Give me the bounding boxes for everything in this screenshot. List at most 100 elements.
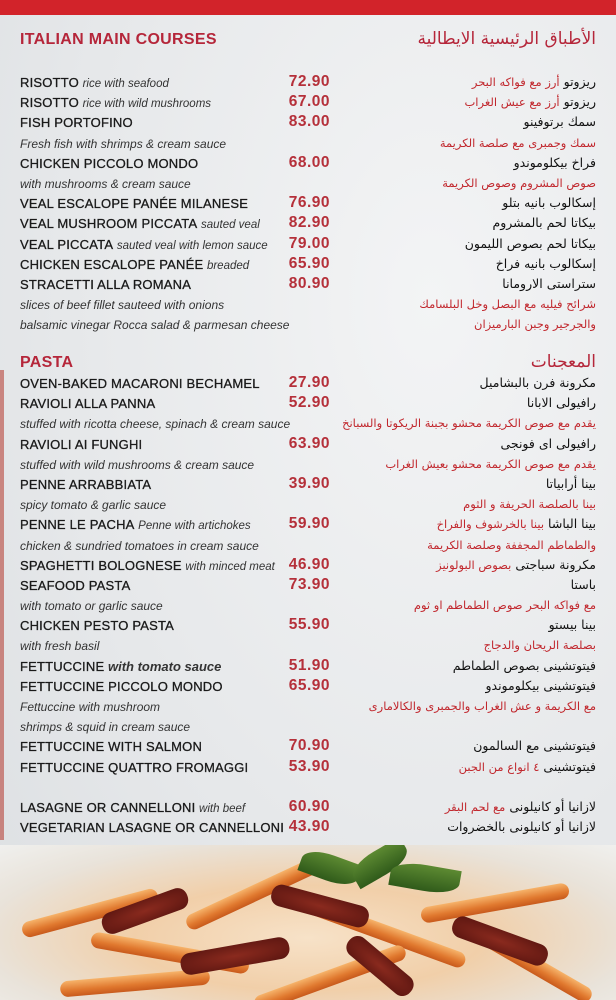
item-description-ar: سمك وجمبرى مع صلصة الكريمة: [439, 135, 596, 150]
menu-item: SPAGHETTI BOLOGNESE with minced meat 46.9…: [0, 556, 616, 576]
pasta-list: OVEN-BAKED MACARONI BECHAMEL 27.90 مكرونة…: [0, 374, 616, 838]
item-english: RISOTTO rice with seafood: [20, 75, 169, 90]
item-name-ar: ريزوتو: [563, 94, 596, 110]
item-description-ar: والجرجير وجبن البارميزان: [474, 317, 596, 332]
item-name-ar: مكرونة فرن بالبشاميل: [479, 375, 596, 390]
menu-item-description: with mushrooms & cream sauce صوص المشروم …: [0, 174, 616, 194]
item-arabic: مكرونة فرن بالبشاميل: [480, 375, 596, 390]
item-english: RISOTTO rice with wild mushrooms: [20, 95, 211, 110]
item-english: CHICKEN PICCOLO MONDO: [20, 156, 198, 171]
item-name: CHICKEN PICCOLO MONDO: [20, 155, 199, 171]
item-name-ar: فيتوتشينى: [543, 758, 596, 774]
item-arabic: فيتوتشينى مع السالمون: [473, 738, 596, 753]
item-english: FETTUCCINE with tomato sauce: [20, 658, 222, 673]
item-description: rice with wild mushrooms: [82, 98, 212, 111]
item-arabic: إسكالوب بانيه بتلو: [502, 195, 596, 210]
item-name: OVEN-BAKED MACARONI BECHAMEL: [20, 376, 260, 391]
menu-item: LASAGNE OR CANNELLONI with beef 60.90 لازا…: [0, 798, 616, 818]
item-english: FETTUCCINE QUATTRO FROMAGGI: [20, 759, 248, 774]
item-price: 53.90: [288, 757, 330, 775]
item-name: LASAGNE OR CANNELLONI: [20, 799, 196, 815]
item-arabic: يقدم مع صوص الكريمة محشو بجبنة الريكوتا …: [342, 415, 596, 430]
main-courses-list: RISOTTO rice with seafood 72.90 ريزوتو أرز…: [0, 73, 616, 335]
item-arabic: سمك برتوفينو: [524, 114, 597, 129]
item-name: VEAL ESCALOPE PANÉE MILANESE: [20, 196, 249, 212]
item-price: 67.00: [288, 93, 330, 111]
item-english: FETTUCCINE PICCOLO MONDO: [20, 679, 223, 694]
item-english: with fresh basil: [20, 638, 99, 653]
item-price: 46.90: [288, 555, 330, 573]
item-english: chicken & sundried tomatoes in cream sau…: [20, 538, 259, 553]
menu-item: STRACETTI ALLA ROMANA 80.90 ستراستى الارو…: [0, 275, 616, 295]
item-price: 68.00: [288, 153, 330, 171]
menu-item-description: stuffed with wild mushrooms & cream sauc…: [0, 455, 616, 475]
item-description: with fresh basil: [20, 639, 100, 654]
pasta-photo: [0, 845, 616, 1000]
item-description-ar: مع لحم البقر: [444, 799, 506, 814]
item-english: CHICKEN ESCALOPE PANÉE breaded: [20, 257, 249, 272]
item-arabic: رافيولى الابانا: [527, 395, 596, 410]
menu-item: RISOTTO rice with seafood 72.90 ريزوتو أرز…: [0, 73, 616, 93]
item-price: 72.90: [288, 73, 330, 90]
item-arabic: لازانيا أو كانيلونى بالخضروات: [447, 819, 596, 834]
section-title-pasta-ar: المعجنات: [530, 352, 596, 372]
item-arabic: رافيولى اى فونجى: [500, 436, 596, 451]
top-red-band: [0, 0, 616, 15]
menu-item: SEAFOOD PASTA 73.90 باستا: [0, 576, 616, 596]
menu-item: CHICKEN PESTO PASTA 55.90 بينا بيستو: [0, 616, 616, 636]
menu-item: VEAL PICCATA sauted veal with lemon sauc…: [0, 235, 616, 255]
menu-item: RISOTTO rice with wild mushrooms 67.00 ريز…: [0, 93, 616, 113]
item-name-ar: إسكالوب بانيه بتلو: [502, 195, 596, 211]
item-name-ar: ستراستى الارومانا: [502, 275, 596, 291]
menu-item: FETTUCCINE with tomato sauce 51.90 فيتوتشي…: [0, 657, 616, 677]
item-name-ar: رافيولى الابانا: [526, 395, 596, 411]
item-description: with minced meat: [185, 560, 275, 573]
item-english: PENNE LE PACHA Penne with artichokes: [20, 517, 251, 532]
item-arabic: بيكاتا لحم بصوص الليمون: [465, 236, 596, 251]
item-english: CHICKEN PESTO PASTA: [20, 618, 174, 633]
item-arabic: ريزوتو أرز مع عيش الغراب: [464, 94, 596, 109]
item-price: 80.90: [288, 274, 330, 292]
item-name: RISOTTO: [20, 75, 79, 90]
menu-item-description: Fresh fish with shrimps & cream sauce سمك…: [0, 134, 616, 154]
item-description-ar: يقدم مع صوص الكريمة محشو بعيش الغراب: [385, 456, 596, 471]
item-arabic: بصلصة الريحان والدجاج: [484, 637, 596, 652]
item-english: Fettuccine with mushroom: [20, 699, 160, 714]
item-name-ar: مكرونة سباجتى: [515, 556, 596, 572]
item-name-ar: لازانيا أو كانيلونى بالخضروات: [447, 819, 596, 835]
item-name-ar: فيتوتشينى بصوص الطماطم: [452, 657, 596, 673]
menu-item-description: slices of beef fillet sauteed with onion…: [0, 295, 616, 315]
item-description-ar: أرز مع عيش الغراب: [464, 95, 560, 110]
item-description: balsamic vinegar Rocca salad & parmesan …: [20, 318, 290, 333]
item-description: shrimps & squid in cream sauce: [20, 720, 191, 735]
item-english: VEAL PICCATA sauted veal with lemon sauc…: [20, 236, 268, 251]
item-english: SEAFOOD PASTA: [20, 578, 131, 593]
spacer: [0, 778, 616, 798]
item-description: Penne with artichokes: [138, 520, 251, 533]
item-english: slices of beef fillet sauteed with onion…: [20, 297, 224, 312]
item-arabic: مع فواكه البحر صوص الطماطم او ثوم: [414, 597, 596, 612]
item-description: Fresh fish with shrimps & cream sauce: [20, 136, 227, 151]
menu-item: FETTUCCINE WITH SALMON 70.90 فيتوتشينى مع…: [0, 737, 616, 757]
item-arabic: ريزوتو أرز مع فواكه البحر: [472, 74, 596, 89]
item-name: CHICKEN PESTO PASTA: [20, 618, 175, 634]
item-name-ar: بيكاتا لحم بصوص الليمون: [464, 235, 596, 251]
item-arabic: سمك وجمبرى مع صلصة الكريمة: [440, 135, 596, 150]
item-description: Fettuccine with mushroom: [20, 700, 161, 714]
menu-item-description: balsamic vinegar Rocca salad & parmesan …: [0, 315, 616, 335]
item-name-ar: فيتوتشينى مع السالمون: [473, 738, 596, 754]
menu-item-description: stuffed with ricotta cheese, spinach & c…: [0, 414, 616, 434]
item-english: RAVIOLI AI FUNGHI: [20, 436, 142, 451]
item-price: 65.90: [288, 676, 330, 694]
item-english: OVEN-BAKED MACARONI BECHAMEL: [20, 376, 260, 391]
item-description: rice with seafood: [82, 78, 169, 90]
item-arabic: مكرونة سباجتى بصوص البولونيز: [436, 557, 596, 572]
item-price: 76.90: [288, 194, 330, 212]
item-name: PENNE ARRABBIATA: [20, 476, 152, 492]
left-edge-strip: [0, 370, 4, 840]
item-description: with mushrooms & cream sauce: [20, 176, 191, 191]
menu-item: OVEN-BAKED MACARONI BECHAMEL 27.90 مكرونة…: [0, 374, 616, 394]
section-title-pasta: PASTA: [20, 354, 74, 371]
item-name-ar: باستا: [570, 576, 596, 592]
item-arabic: فيتوتشينى ٤ انواع من الجبن: [459, 759, 596, 774]
